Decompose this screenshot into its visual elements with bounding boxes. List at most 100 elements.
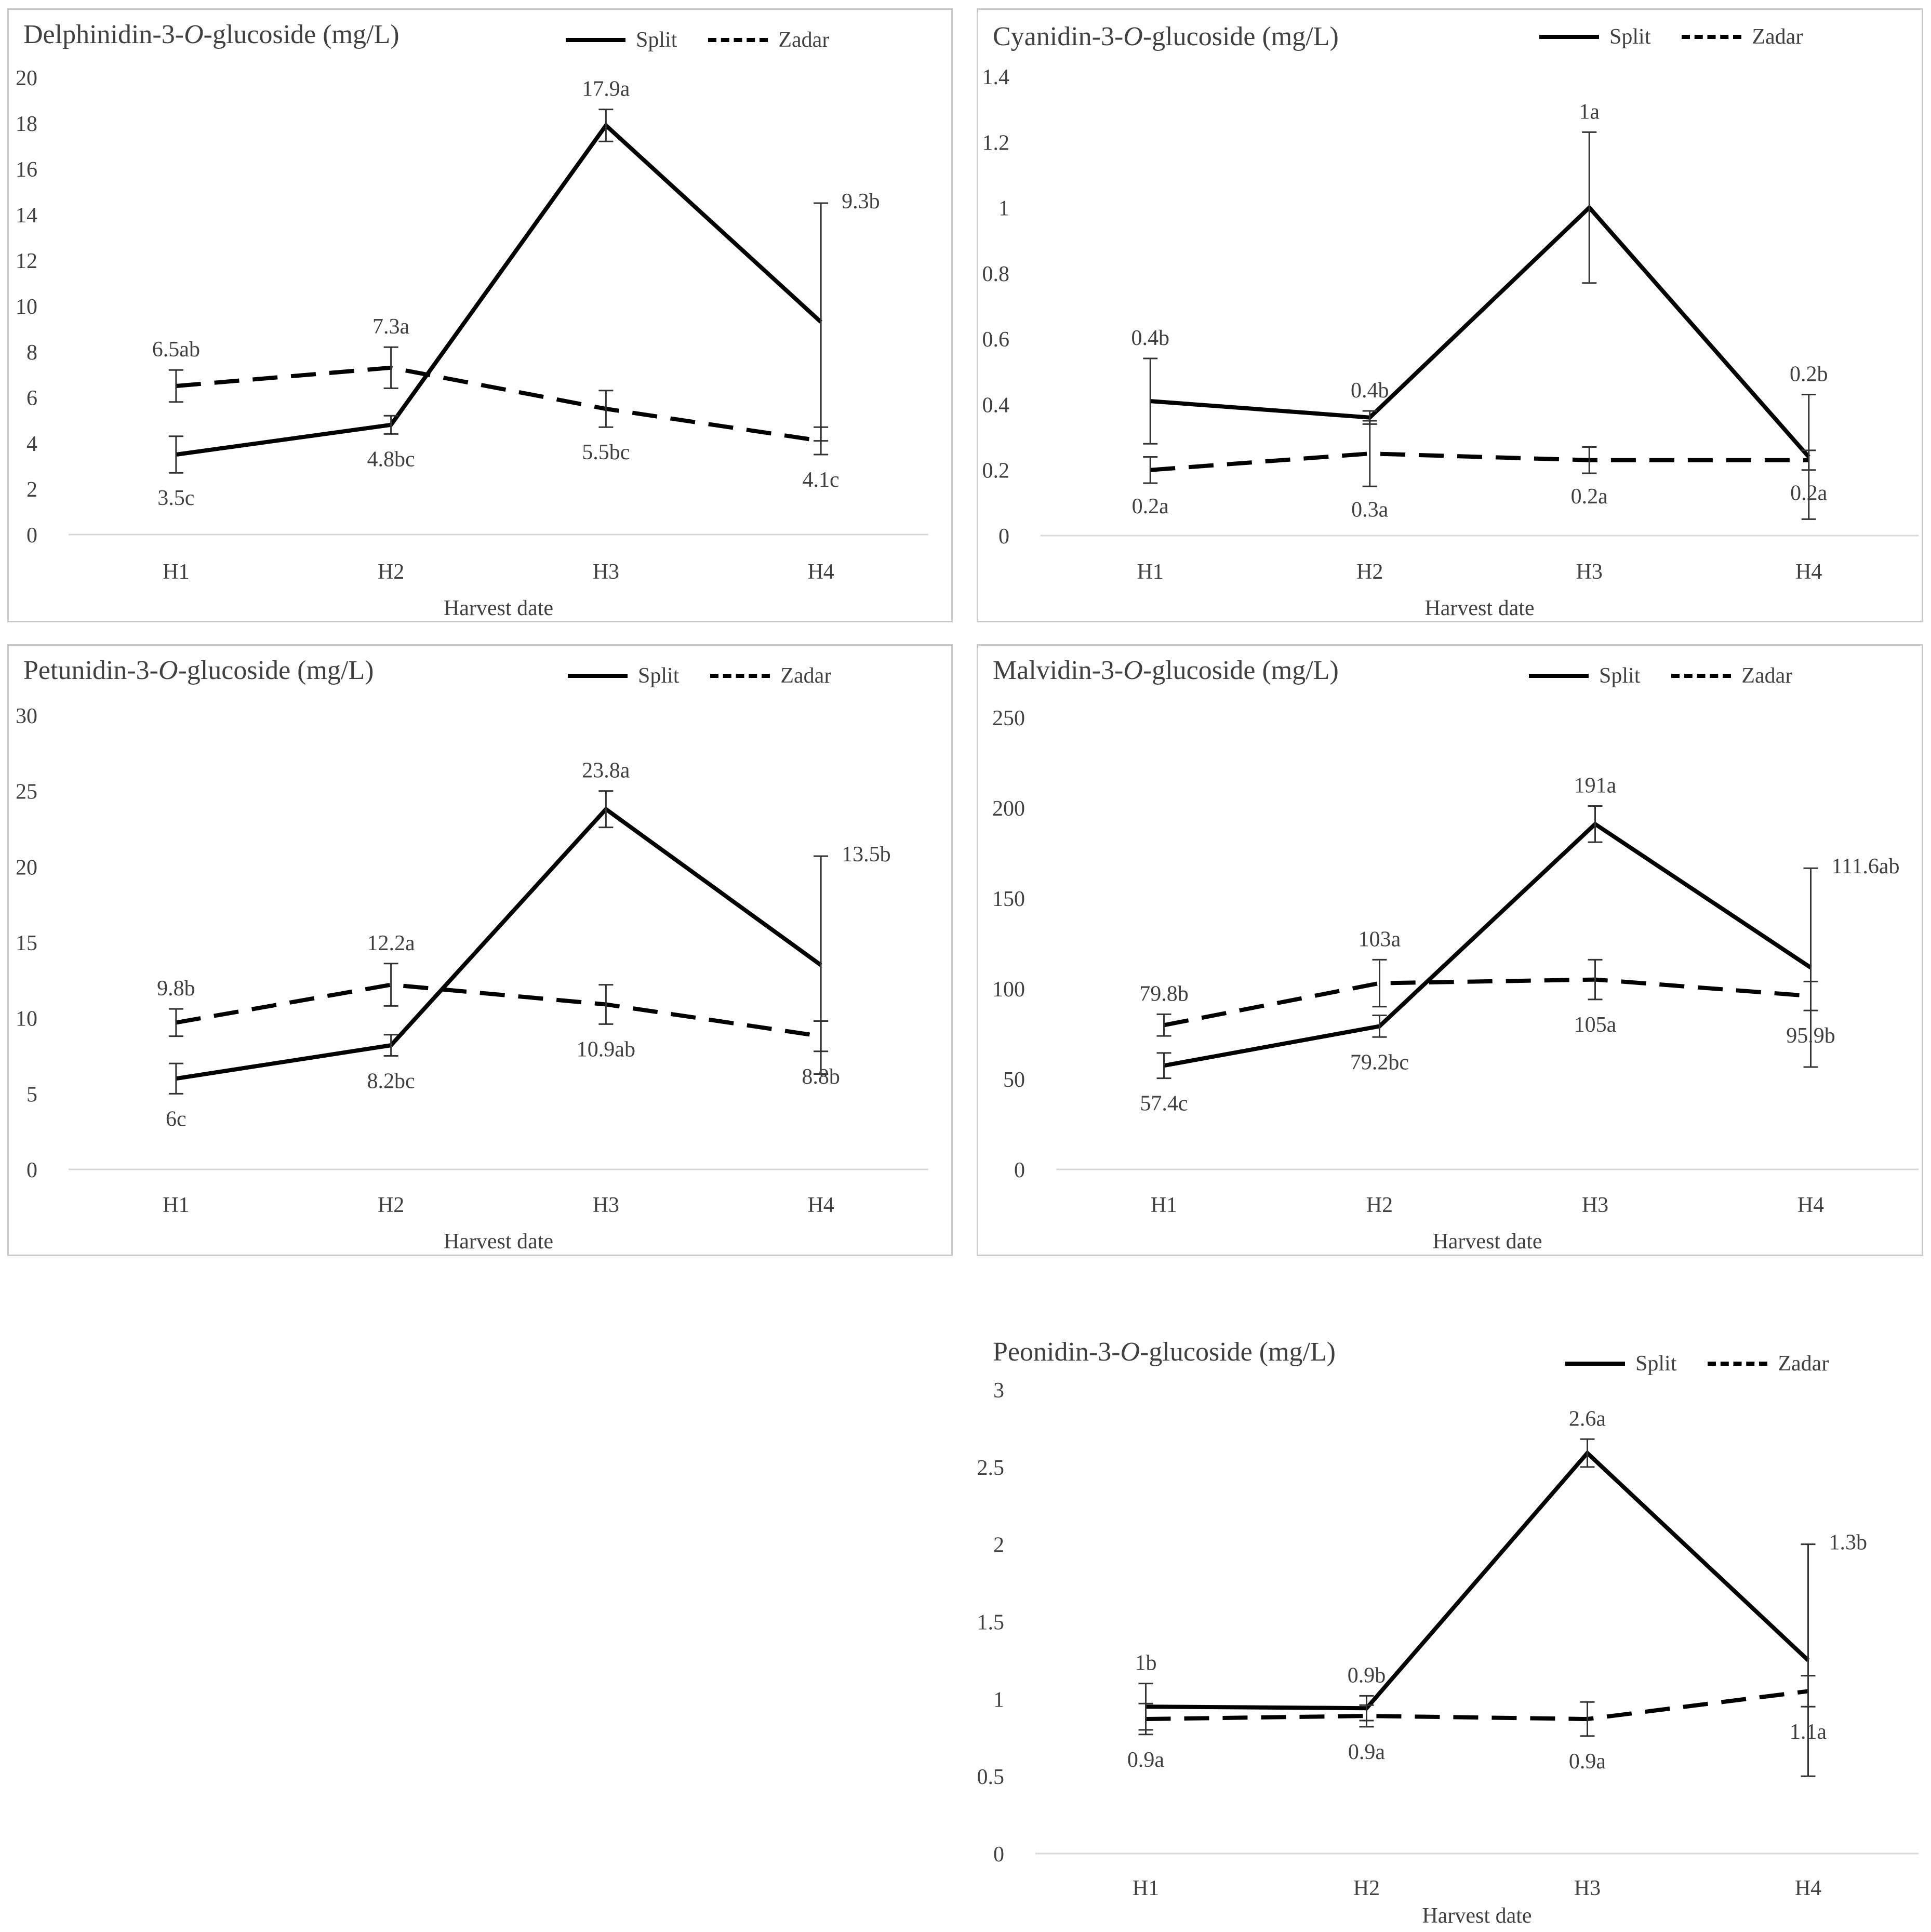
chart-title: Delphinidin-3-O-glucoside (mg/L) — [23, 20, 399, 49]
chart-legend: Split Zadar — [566, 24, 829, 56]
y-tick-label: 0 — [1014, 1158, 1025, 1182]
y-tick-label: 14 — [16, 204, 37, 228]
data-label-zadar: 6.5ab — [152, 338, 200, 362]
chart-plot: 0 5 10 15 20 25 30 H1 H2 H3 H4 Harvest date 6c 8.2bc 2… — [16, 704, 928, 1254]
y-tick-label: 20 — [16, 66, 37, 90]
series-line-zadar — [1163, 977, 1811, 1028]
data-label-zadar: 0.9a — [1348, 1740, 1386, 1764]
data-label-zadar: 95.9b — [1786, 1024, 1835, 1048]
data-label-zadar: 10.9ab — [577, 1037, 635, 1061]
data-label-split: 57.4c — [1140, 1092, 1188, 1116]
legend-split-label: Split — [1599, 664, 1641, 688]
data-label-zadar: 4.1c — [803, 468, 840, 492]
legend-zadar-label: Zadar — [778, 28, 830, 52]
chart-plot: 0 2 4 6 8 10 12 14 16 18 20 H1 H2 H3 H4 Harvest date 3.5… — [16, 66, 928, 620]
legend-split-label: Split — [636, 28, 677, 52]
x-tick-label: H4 — [807, 560, 834, 584]
x-tick-label: H4 — [807, 1193, 834, 1217]
y-tick-label: 250 — [992, 707, 1025, 730]
legend-zadar-line — [1708, 1362, 1768, 1366]
data-label-zadar: 0.2a — [1132, 495, 1169, 518]
y-tick-label: 8 — [26, 341, 37, 365]
chart-legend: Split Zadar — [1539, 21, 1803, 52]
y-tick-label: 1.5 — [977, 1611, 1005, 1635]
legend-zadar-line — [710, 674, 770, 678]
legend-split-line — [1539, 35, 1599, 39]
legend-split-label: Split — [1635, 1352, 1677, 1376]
y-tick-label: 15 — [16, 931, 37, 955]
data-label-split: 23.8a — [582, 759, 630, 783]
y-tick-label: 1.4 — [982, 65, 1010, 89]
data-label-zadar: 0.3a — [1351, 498, 1389, 522]
series-line-zadar — [176, 365, 821, 443]
data-label-split: 8.2bc — [367, 1070, 415, 1094]
x-tick-label: H4 — [1797, 1193, 1824, 1217]
y-tick-label: 16 — [16, 158, 37, 182]
data-label-zadar: 8.8b — [802, 1065, 840, 1089]
chart-legend: Split Zadar — [568, 660, 831, 691]
x-tick-label: H2 — [1356, 560, 1383, 584]
data-label-zadar: 9.8b — [157, 977, 195, 1001]
data-label-split: 0.4b — [1351, 379, 1389, 403]
data-label-split: 0.9b — [1348, 1663, 1386, 1687]
y-tick-label: 12 — [16, 249, 37, 273]
x-tick-label: H3 — [1582, 1193, 1608, 1217]
legend-zadar-line — [1671, 674, 1732, 678]
y-tick-label: 10 — [16, 295, 37, 319]
x-tick-label: H2 — [1366, 1193, 1393, 1217]
data-label-split: 6c — [166, 1107, 187, 1131]
legend-zadar-label: Zadar — [1741, 664, 1793, 688]
data-label-zadar: 7.3a — [372, 315, 410, 339]
chart-plot: 0 0.5 1 1.5 2 2.5 3 H1 H2 H3 H4 Harvest date 1b 0.9b 2… — [977, 1379, 1919, 1928]
data-label-zadar: 105a — [1574, 1013, 1617, 1037]
chart-panel-malvidin: Malvidin-3-O-glucoside (mg/L) Split Zada… — [977, 644, 1923, 1256]
data-label-zadar: 1.1a — [1790, 1720, 1827, 1744]
y-tick-label: 1.2 — [982, 131, 1010, 155]
series-line-zadar — [1150, 451, 1809, 472]
data-label-split: 2.6a — [1569, 1407, 1606, 1431]
y-tick-label: 4 — [26, 432, 37, 456]
x-tick-label: H1 — [1137, 560, 1164, 584]
y-tick-label: 150 — [992, 887, 1025, 911]
data-label-split: 191a — [1574, 774, 1617, 798]
legend-split-label: Split — [638, 664, 680, 688]
x-tick-label: H3 — [1574, 1876, 1601, 1900]
chart-title: Petunidin-3-O-glucoside (mg/L) — [23, 656, 374, 685]
x-tick-label: H4 — [1795, 560, 1822, 584]
y-tick-label: 0.6 — [982, 328, 1010, 352]
chart-panel-peonidin: Peonidin-3-O-glucoside (mg/L) Split Zada… — [977, 1320, 1923, 1928]
x-tick-label: H1 — [163, 560, 189, 584]
series-line-split — [176, 806, 822, 1081]
data-label-split: 0.4b — [1131, 326, 1170, 350]
series-line-zadar — [176, 982, 821, 1038]
y-tick-label: 0 — [26, 1158, 37, 1182]
y-tick-label: 10 — [16, 1007, 37, 1031]
y-tick-label: 25 — [16, 780, 37, 804]
x-tick-label: H4 — [1795, 1876, 1821, 1900]
x-axis-title: Harvest date — [1424, 596, 1534, 620]
chart-panel-cyanidin: Cyanidin-3-O-glucoside (mg/L) Split Zada… — [977, 8, 1923, 622]
y-tick-label: 200 — [992, 797, 1025, 821]
legend-zadar-line — [708, 38, 768, 42]
data-label-split: 13.5b — [842, 843, 891, 867]
legend-zadar-line — [1682, 35, 1742, 39]
chart-plot: 0 50 100 150 200 250 H1 H2 H3 H4 Harvest date 57.4c… — [992, 707, 1919, 1254]
y-tick-label: 2.5 — [977, 1456, 1005, 1480]
x-tick-label: H1 — [1133, 1876, 1159, 1900]
y-tick-label: 30 — [16, 704, 37, 728]
chart-title: Malvidin-3-O-glucoside (mg/L) — [993, 656, 1339, 685]
chart-plot: 0 0.2 0.4 0.6 0.8 1 1.2 1.4 H1 H2 H3 H4 Harvest date… — [982, 65, 1919, 620]
chart-legend: Split Zadar — [1565, 1348, 1829, 1379]
chart-title: Cyanidin-3-O-glucoside (mg/L) — [993, 22, 1339, 51]
chart-title: Peonidin-3-O-glucoside (mg/L) — [993, 1337, 1336, 1367]
legend-split-line — [568, 674, 628, 678]
x-tick-label: H3 — [1576, 560, 1603, 584]
data-label-split: 111.6ab — [1832, 855, 1900, 878]
y-tick-label: 3 — [993, 1379, 1004, 1403]
y-tick-label: 18 — [16, 112, 37, 136]
x-tick-label: H2 — [1353, 1876, 1380, 1900]
data-label-split: 1.3b — [1829, 1531, 1868, 1555]
y-tick-label: 0 — [993, 1843, 1004, 1867]
data-label-zadar: 79.8b — [1139, 982, 1189, 1006]
data-label-zadar: 12.2a — [367, 931, 416, 955]
